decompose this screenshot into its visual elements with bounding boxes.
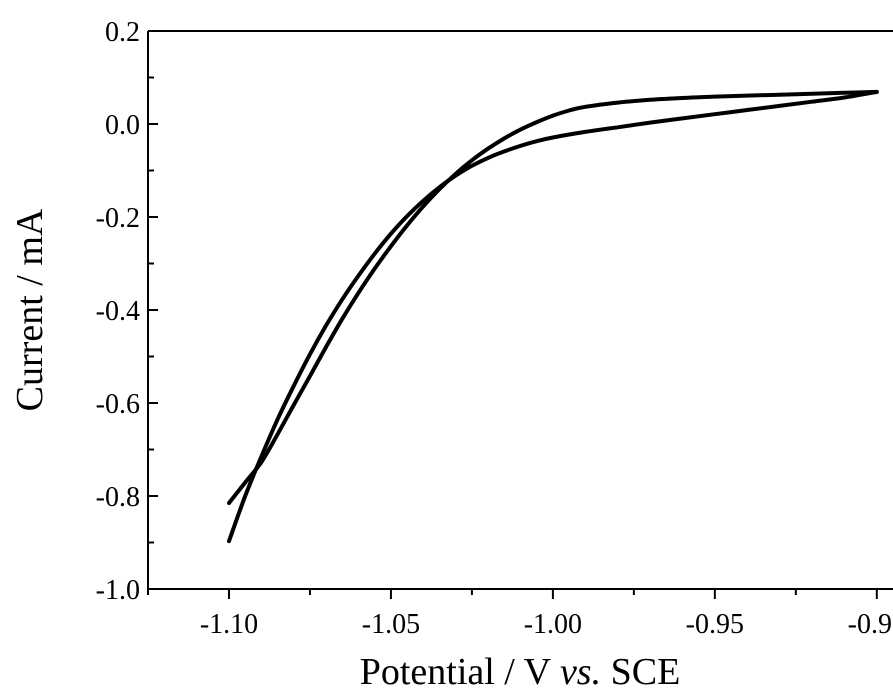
y-tick-label: -0.8 [96,482,140,513]
y-axis-ticks: 0.2 0.0 -0.2 -0.4 -0.6 -0.8 -1.0 [96,17,158,606]
x-tick-label: -1.10 [200,609,258,640]
y-tick-label: -0.6 [96,389,140,420]
y-axis-title: Current / mA [9,208,51,411]
x-tick-label: -0.95 [686,609,744,640]
y-tick-label: -0.4 [96,296,140,327]
plot-frame [147,30,893,590]
x-axis-title-part: Potential / V [360,651,560,691]
x-axis-title: Potential / V vs. SCE [360,651,681,691]
cv-sweep-1 [227,89,879,544]
x-tick-label: -0.90 [848,609,893,640]
cv-sweep-2 [227,89,879,505]
x-axis-ticks: -1.10 -1.05 -1.00 -0.95 -0.90 [147,589,893,640]
x-tick-label: -1.00 [524,609,582,640]
cv-curve [227,89,879,544]
x-tick-label: -1.05 [362,609,420,640]
y-tick-label: 0.0 [105,110,140,141]
y-tick-label: -0.2 [96,203,140,234]
x-axis-title-part: vs. [560,651,601,691]
x-axis-title-part: SCE [601,651,680,691]
y-tick-label: -1.0 [96,575,140,606]
y-tick-label: 0.2 [105,17,140,48]
